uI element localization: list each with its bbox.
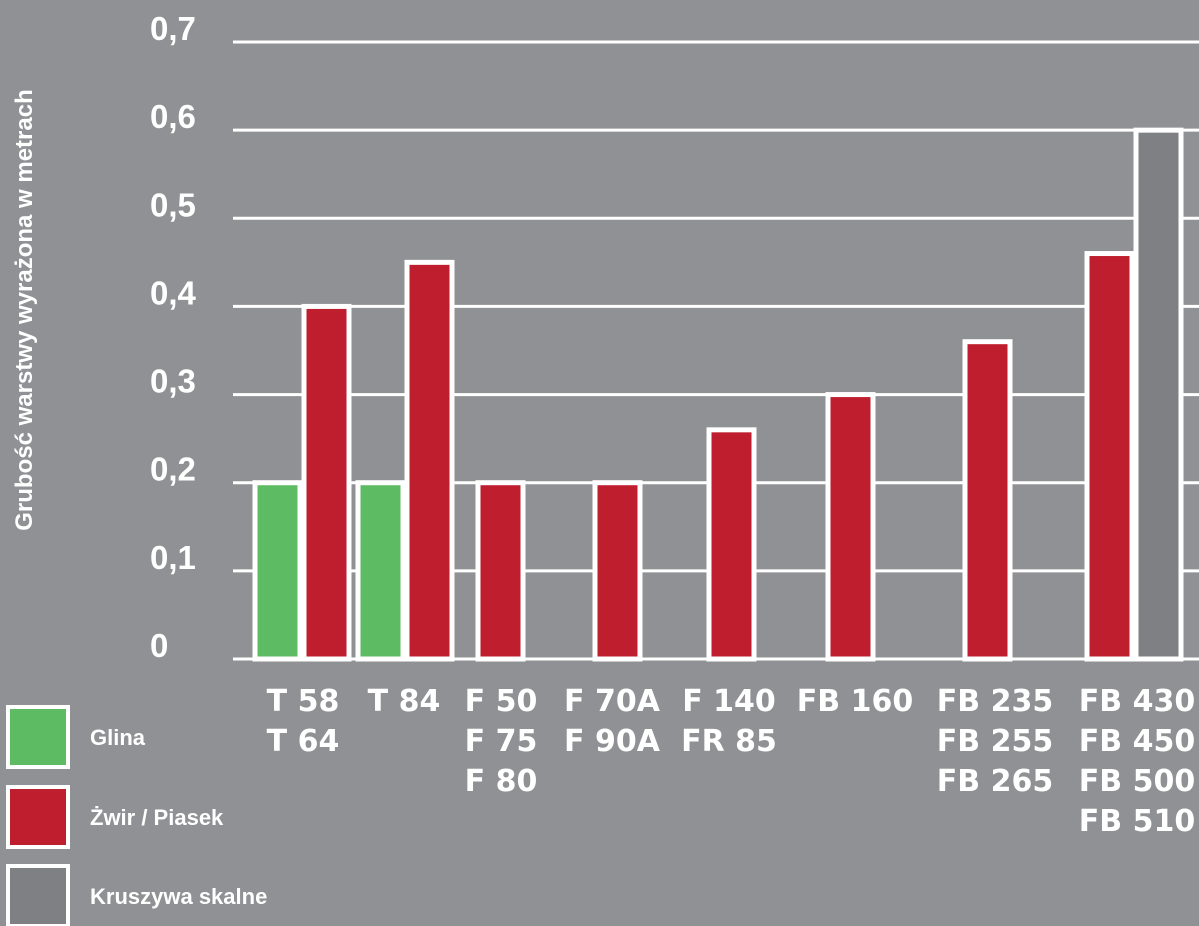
- bar--wir-piasek-3: [475, 480, 526, 662]
- category-label: F 50: [465, 684, 538, 719]
- bar--wir-piasek-6: [825, 392, 876, 662]
- y-tick-label: 0,5: [150, 186, 196, 223]
- category-label: FB 450: [1079, 724, 1195, 759]
- y-tick-label: 0,2: [150, 451, 196, 488]
- y-tick-label: 0,1: [150, 539, 196, 576]
- category-label: FB 160: [797, 684, 913, 719]
- bar--wir-piasek-7: [962, 339, 1013, 662]
- bar--wir-piasek-2: [404, 259, 455, 662]
- legend-swatch: [6, 785, 70, 849]
- category-label: FB 500: [1079, 764, 1195, 799]
- bar-glina-1: [252, 480, 303, 662]
- category-label: T 64: [267, 724, 340, 759]
- legend-label: Kruszywa skalne: [90, 884, 267, 909]
- category-label: FR 85: [681, 724, 777, 759]
- legend-label: Glina: [90, 725, 146, 750]
- bar--wir-piasek-8: [1084, 251, 1135, 662]
- bars: [252, 127, 1184, 662]
- y-axis-label: Grubość warstwy wyrażona w metrach: [11, 89, 38, 530]
- legend-swatch: [6, 705, 70, 769]
- y-tick-label: 0,7: [150, 10, 196, 47]
- category-label: T 84: [368, 684, 441, 719]
- category-label: FB 235: [937, 684, 1053, 719]
- y-tick-label: 0,3: [150, 363, 196, 400]
- category-label: FB 255: [937, 724, 1053, 759]
- category-label: F 70A: [564, 684, 661, 719]
- y-tick-label: 0,6: [150, 98, 196, 135]
- legend-label: Żwir / Piasek: [90, 805, 224, 830]
- legend-swatch: [6, 864, 70, 926]
- category-label: T 58: [267, 684, 340, 719]
- bar--wir-piasek-1: [301, 303, 352, 662]
- bar--wir-piasek-4: [592, 480, 643, 662]
- y-tick-labels: 0 0,1 0,2 0,3 0,4 0,5 0,6 0,7: [150, 10, 197, 664]
- category-label: F 80: [465, 764, 538, 799]
- y-tick-label: 0,4: [150, 274, 197, 311]
- y-tick-label: 0: [150, 627, 168, 664]
- category-label: F 75: [465, 724, 538, 759]
- category-labels: T 58 T 64 T 84 F 50 F 75 F 80 F 70A F 90A F 140 F…: [267, 684, 1196, 839]
- bar--wir-piasek-5: [706, 427, 757, 662]
- category-label: F 90A: [564, 724, 661, 759]
- bar-glina-2: [355, 480, 406, 662]
- bar-kruszywa-skalne-8: [1133, 127, 1184, 662]
- category-label: FB 510: [1079, 804, 1195, 839]
- category-label: FB 265: [937, 764, 1053, 799]
- category-label: F 140: [682, 684, 776, 719]
- category-label: FB 430: [1079, 684, 1195, 719]
- legend: Glina Żwir / Piasek Kruszywa skalne: [6, 705, 267, 926]
